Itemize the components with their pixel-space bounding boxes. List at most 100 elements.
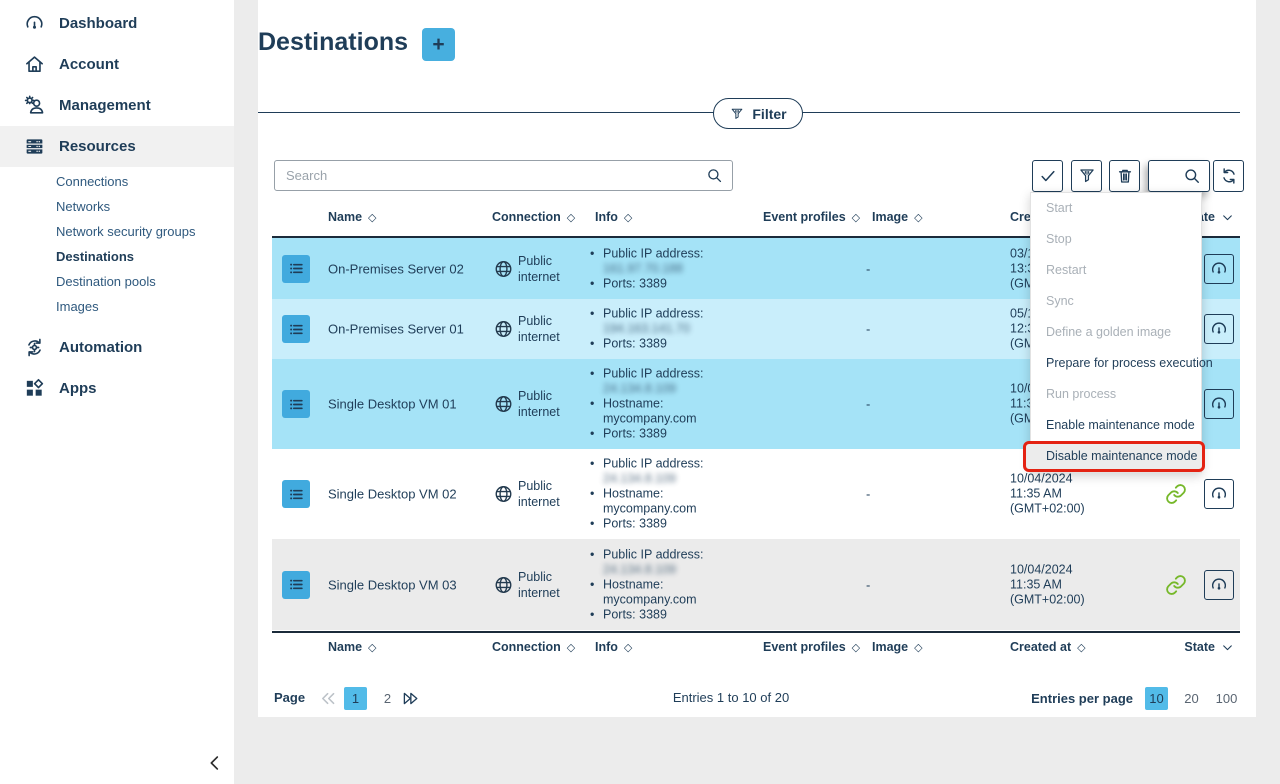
search-icon xyxy=(705,166,724,185)
row-menu-button[interactable] xyxy=(282,390,310,418)
sort-diamond-icon[interactable]: ◇ xyxy=(566,211,576,224)
row-menu-button[interactable] xyxy=(282,570,310,599)
connection-type: Public internet xyxy=(518,389,560,419)
row-menu-button[interactable] xyxy=(282,254,310,283)
menu-item-define-golden-image[interactable]: Define a golden image xyxy=(1046,325,1172,339)
state-gauge-button[interactable] xyxy=(1204,389,1234,419)
sidebar-item-networks[interactable]: Networks xyxy=(56,199,111,214)
sidebar-item-images[interactable]: Images xyxy=(56,299,99,314)
sort-diamond-icon[interactable]: ◇ xyxy=(623,211,633,224)
sidebar-item-destination-pools[interactable]: Destination pools xyxy=(56,274,156,289)
column-header-name[interactable]: Name ◇ xyxy=(328,640,377,654)
sort-diamond-icon[interactable]: ◇ xyxy=(623,641,633,654)
sidebar-item-label: Automation xyxy=(59,339,143,356)
sidebar-item-management[interactable]: Management xyxy=(0,85,234,126)
sort-diamond-icon[interactable]: ◇ xyxy=(1077,641,1086,654)
sort-diamond-icon[interactable]: ◇ xyxy=(566,641,576,654)
row-menu-button[interactable] xyxy=(282,315,310,343)
ip-address-blurred: 24.134.8.109 xyxy=(603,562,676,576)
link-icon[interactable] xyxy=(1165,483,1187,505)
table-search-button[interactable] xyxy=(1148,160,1210,192)
add-destination-button[interactable]: + xyxy=(422,28,455,61)
sidebar-item-apps[interactable]: Apps xyxy=(0,368,234,409)
sidebar-item-connections[interactable]: Connections xyxy=(56,174,129,189)
event-profiles-value: - xyxy=(866,321,871,337)
column-header-created-at[interactable]: Created at◇ xyxy=(1010,640,1086,654)
column-header-event-profiles[interactable]: Event profiles ◇ xyxy=(763,640,861,654)
table-filter-button[interactable] xyxy=(1071,160,1102,192)
table-top-rule xyxy=(272,236,1240,238)
connection-type: Public internet xyxy=(518,253,560,284)
menu-item-start[interactable]: Start xyxy=(1046,201,1073,215)
sidebar-item-automation[interactable]: Automation xyxy=(0,327,234,368)
pagination: Page 1 2 Entries 1 to 10 of 20 Entries p… xyxy=(258,684,1240,714)
menu-item-run-process[interactable]: Run process xyxy=(1046,387,1117,401)
menu-item-stop[interactable]: Stop xyxy=(1046,232,1072,246)
sidebar-item-destinations[interactable]: Destinations xyxy=(56,249,135,264)
sort-diamond-icon[interactable]: ◇ xyxy=(368,211,377,224)
menu-item-disable-maintenance-mode[interactable]: Disable maintenance mode xyxy=(1023,441,1205,472)
menu-item-sync[interactable]: Sync xyxy=(1046,294,1074,308)
menu-item-prepare-process-execution[interactable]: Prepare for process execution xyxy=(1046,356,1213,370)
sidebar: Dashboard Account Management Resources C… xyxy=(0,0,234,784)
column-header-event-profiles[interactable]: Event profiles ◇ xyxy=(763,210,861,224)
funnel-icon xyxy=(1077,166,1097,186)
destination-name: On-Premises Server 02 xyxy=(328,261,464,276)
state-gauge-button[interactable] xyxy=(1204,569,1234,600)
destination-name: Single Desktop VM 02 xyxy=(328,486,457,502)
column-header-info[interactable]: Info ◇ xyxy=(595,210,633,224)
info-cell: • Public IP address: 24.134.8.109 • Hostna… xyxy=(590,456,704,531)
info-cell: • Public IP address: 24.134.8.109 • Hostna… xyxy=(590,366,704,441)
sidebar-item-account[interactable]: Account xyxy=(0,44,234,85)
row-menu-button[interactable] xyxy=(282,480,310,508)
sidebar-item-label: Resources xyxy=(59,138,136,155)
filter-button[interactable]: Filter xyxy=(713,98,803,129)
sidebar-item-network-security-groups[interactable]: Network security groups xyxy=(56,224,196,239)
search-input[interactable] xyxy=(274,160,733,191)
sort-diamond-icon[interactable]: ◇ xyxy=(851,641,861,654)
gauge-icon xyxy=(1209,575,1229,595)
sidebar-item-resources[interactable]: Resources xyxy=(0,126,234,167)
column-header-info[interactable]: Info ◇ xyxy=(595,640,633,654)
last-page-icon[interactable] xyxy=(400,688,421,709)
list-icon xyxy=(288,260,305,277)
per-page-option-100[interactable]: 100 xyxy=(1215,691,1238,706)
sort-diamond-icon[interactable]: ◇ xyxy=(851,211,861,224)
column-header-image[interactable]: Image ◇ xyxy=(872,210,923,224)
column-header-connection[interactable]: Connection ◇ xyxy=(492,640,576,654)
table-bottom-rule xyxy=(272,631,1240,633)
link-icon[interactable] xyxy=(1165,574,1187,596)
event-profiles-value: - xyxy=(866,577,871,592)
filter-button-label: Filter xyxy=(752,105,787,122)
column-header-connection[interactable]: Connection ◇ xyxy=(492,210,576,224)
column-header-name[interactable]: Name ◇ xyxy=(328,210,377,224)
apps-grid-icon xyxy=(23,377,46,400)
column-header-image[interactable]: Image ◇ xyxy=(872,640,923,654)
menu-item-enable-maintenance-mode[interactable]: Enable maintenance mode xyxy=(1046,418,1195,432)
sort-diamond-icon[interactable]: ◇ xyxy=(914,211,923,224)
trash-icon xyxy=(1115,166,1135,186)
info-cell: • Public IP address: 161.97.70.188 • Ports… xyxy=(590,246,704,290)
sort-diamond-icon[interactable]: ◇ xyxy=(914,641,923,654)
state-gauge-button[interactable] xyxy=(1204,479,1234,509)
page-number-2[interactable]: 2 xyxy=(383,691,392,706)
menu-item-restart[interactable]: Restart xyxy=(1046,263,1087,277)
per-page-option-10[interactable]: 10 xyxy=(1145,687,1168,710)
sort-diamond-icon[interactable]: ◇ xyxy=(368,641,377,654)
state-gauge-button[interactable] xyxy=(1204,253,1234,284)
refresh-button[interactable] xyxy=(1213,160,1244,192)
per-page-option-20[interactable]: 20 xyxy=(1184,691,1199,706)
globe-icon xyxy=(493,484,514,505)
sidebar-collapse-chevron-left-icon[interactable] xyxy=(204,752,226,774)
event-profiles-value: - xyxy=(866,396,871,412)
column-header-state[interactable]: State xyxy=(1184,640,1234,654)
delete-button[interactable] xyxy=(1109,160,1140,192)
state-gauge-button[interactable] xyxy=(1204,314,1234,344)
globe-icon xyxy=(493,574,514,595)
destination-name: Single Desktop VM 01 xyxy=(328,396,457,412)
bulk-actions-button[interactable] xyxy=(1032,160,1063,192)
sidebar-item-dashboard[interactable]: Dashboard xyxy=(0,3,234,44)
page-number-1[interactable]: 1 xyxy=(344,687,367,710)
table-row[interactable]: Single Desktop VM 03 Public internet • Pu… xyxy=(272,539,1240,630)
first-page-icon[interactable] xyxy=(318,688,339,709)
